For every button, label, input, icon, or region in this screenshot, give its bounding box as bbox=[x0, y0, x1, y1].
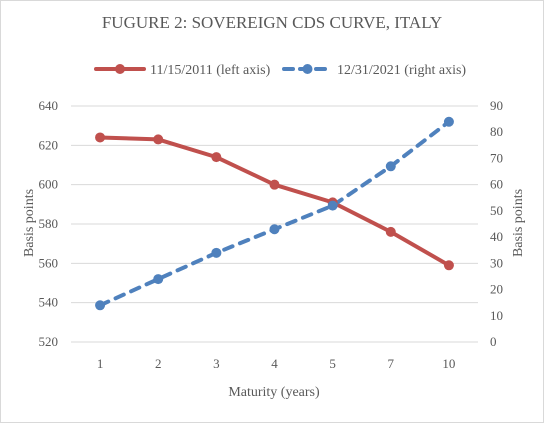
data-point bbox=[153, 274, 164, 285]
data-point bbox=[95, 132, 106, 143]
legend-label: 11/15/2011 (left axis) bbox=[150, 63, 271, 78]
x-tick-label: 7 bbox=[388, 356, 395, 371]
series-line bbox=[98, 135, 451, 268]
data-point bbox=[211, 152, 222, 163]
right-axis-ticks: 0 10 20 30 40 50 60 70 80 90 bbox=[490, 98, 503, 349]
gridlines bbox=[71, 105, 478, 343]
right-tick-label: 30 bbox=[490, 255, 503, 270]
data-point bbox=[385, 226, 396, 237]
data-point bbox=[95, 300, 106, 311]
x-tick-label: 2 bbox=[155, 356, 162, 371]
x-tick-label: 3 bbox=[213, 356, 220, 371]
left-tick-label: 640 bbox=[39, 98, 59, 113]
left-tick-label: 560 bbox=[39, 255, 59, 270]
x-tick-label: 10 bbox=[442, 356, 455, 371]
x-axis-ticks: 1 2 3 4 5 7 10 bbox=[97, 356, 456, 371]
right-tick-label: 80 bbox=[490, 124, 503, 139]
x-axis-label: Maturity (years) bbox=[228, 385, 320, 400]
data-point bbox=[443, 260, 454, 271]
series-line bbox=[98, 119, 451, 308]
data-point bbox=[211, 247, 222, 258]
legend-swatch-marker bbox=[115, 64, 125, 74]
data-point bbox=[443, 116, 454, 127]
right-tick-label: 0 bbox=[490, 334, 497, 349]
legend-swatch-marker bbox=[302, 64, 313, 74]
left-tick-label: 620 bbox=[39, 137, 59, 152]
x-tick-label: 4 bbox=[271, 356, 278, 371]
left-axis-label: Basis points bbox=[22, 189, 37, 257]
left-tick-label: 580 bbox=[39, 216, 59, 231]
data-point bbox=[269, 179, 280, 190]
legend: 11/15/2011 (left axis) 12/31/2021 (right … bbox=[94, 63, 466, 78]
x-tick-label: 5 bbox=[329, 356, 336, 371]
right-tick-label: 90 bbox=[490, 98, 503, 113]
right-tick-label: 20 bbox=[490, 282, 503, 297]
legend-label: 12/31/2021 (right axis) bbox=[337, 63, 466, 78]
right-tick-label: 10 bbox=[490, 308, 503, 323]
right-tick-label: 60 bbox=[490, 177, 503, 192]
left-tick-label: 540 bbox=[39, 295, 59, 310]
left-tick-label: 520 bbox=[39, 334, 59, 349]
left-axis-ticks: 520 540 560 580 600 620 640 bbox=[39, 98, 59, 349]
data-point bbox=[327, 200, 338, 211]
right-axis-label: Basis points bbox=[511, 189, 526, 257]
data-point bbox=[153, 134, 164, 145]
right-tick-label: 50 bbox=[490, 203, 503, 218]
data-point bbox=[385, 161, 396, 172]
data-point bbox=[269, 224, 280, 235]
right-tick-label: 70 bbox=[490, 150, 503, 165]
left-tick-label: 600 bbox=[39, 177, 59, 192]
series-lines bbox=[98, 119, 451, 308]
x-tick-label: 1 bbox=[97, 356, 104, 371]
right-tick-label: 40 bbox=[490, 229, 503, 244]
chart-title: FUGURE 2: SOVEREIGN CDS CURVE, ITALY bbox=[102, 13, 442, 32]
series-points bbox=[95, 116, 454, 311]
